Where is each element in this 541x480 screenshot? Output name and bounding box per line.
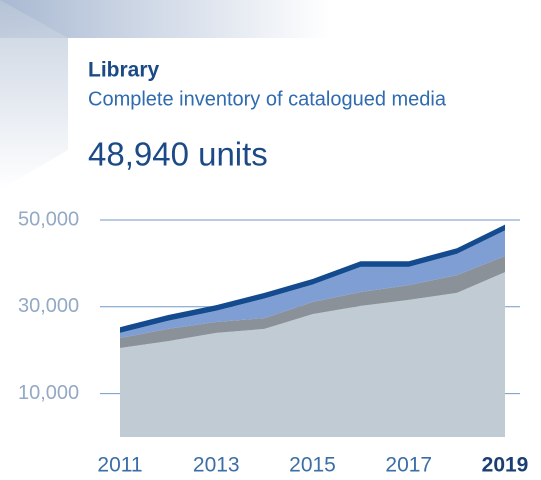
y-tick-label: 30,000 xyxy=(18,295,79,317)
y-tick-label: 10,000 xyxy=(18,382,79,404)
chart-title: Library xyxy=(88,59,160,82)
x-tick-label: 2019 xyxy=(482,454,529,477)
y-tick-label: 50,000 xyxy=(18,208,79,230)
area xyxy=(120,272,505,437)
x-tick-label: 2011 xyxy=(97,454,142,477)
area xyxy=(120,224,505,333)
area xyxy=(120,230,505,339)
x-tick-label: 2017 xyxy=(385,454,432,477)
decor-bar xyxy=(0,0,68,190)
x-tick-label: 2013 xyxy=(193,454,240,477)
headline: 48,940 units xyxy=(88,136,268,173)
chart-subtitle: Complete inventory of catalogued media xyxy=(88,88,447,110)
x-tick-label: 2015 xyxy=(289,454,336,477)
